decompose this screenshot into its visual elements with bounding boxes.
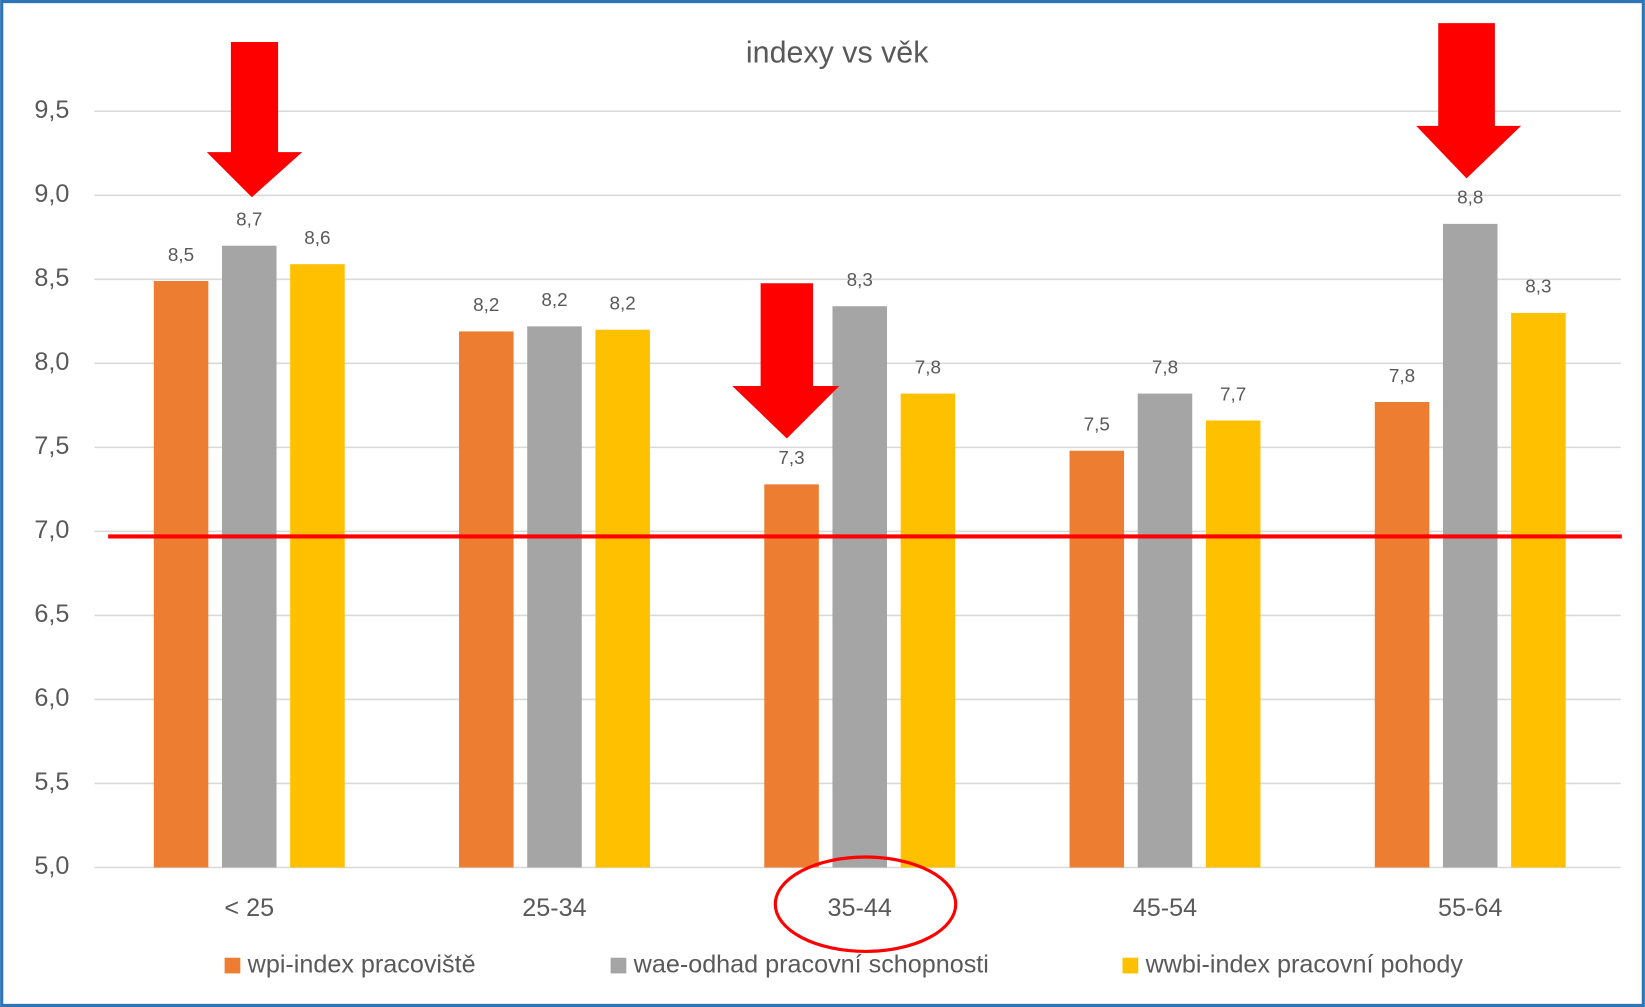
data-label: 8,3 [1525,277,1551,298]
y-tick-label: 5,5 [34,768,69,796]
data-label: 8,2 [473,295,499,316]
data-label: 8,3 [847,270,873,291]
bar [290,264,345,868]
data-label: 7,8 [1152,357,1178,378]
bar [1137,393,1193,868]
y-tick-label: 6,5 [34,600,69,628]
highlight-circle [773,855,958,953]
bars: < 25 8,5 8,7 8,6 25-34 8,2 8,2 8,2 35-44 7,3 8,3 7,… [153,188,1566,979]
legend-label: wwbi-index pracovní pohody [1145,951,1464,979]
bar [1205,420,1261,868]
y-tick-label: 8,5 [34,264,69,292]
data-label: 7,7 [1220,384,1246,405]
y-tick-label: 9,5 [34,96,69,124]
arrows [206,23,1522,439]
bar [459,331,514,868]
bar [595,329,650,868]
bar [1511,312,1566,868]
x-tick-label: 45-54 [1133,894,1197,922]
bar [832,306,888,868]
y-tick-label: 6,0 [34,684,69,712]
arrow [1416,23,1522,179]
data-label: 7,8 [915,357,941,378]
data-label: 8,6 [304,228,330,249]
bar [527,326,582,868]
grid: 5,0 5,5 6,0 6,5 7,0 7,5 8,0 8,5 9,0 9,5 [34,96,1621,880]
chart-title: indexy vs věk [746,36,929,70]
legend-swatch [224,957,241,974]
bar [1374,401,1430,868]
legend-swatch [610,957,627,974]
y-tick-label: 5,0 [34,852,69,880]
data-label: 7,8 [1389,366,1415,387]
data-label: 8,2 [610,294,636,315]
bar [764,484,819,868]
y-tick-label: 7,0 [34,516,69,544]
legend-swatch [1122,957,1139,974]
y-tick-label: 9,0 [34,180,69,208]
bar [900,393,956,868]
data-label: 7,3 [778,448,804,469]
bar [221,245,277,868]
data-label: 8,8 [1457,188,1483,209]
data-label: 8,2 [541,290,567,311]
arrow [206,41,303,198]
data-label: 8,7 [236,210,262,231]
y-tick-label: 8,0 [34,348,69,376]
bar [153,281,209,868]
x-tick-label: 55-64 [1438,894,1502,922]
bar [1069,450,1125,868]
y-tick-label: 7,5 [34,432,69,460]
legend-label: wae-odhad pracovní schopnosti [633,951,989,979]
x-tick-label: 35-44 [828,894,892,922]
x-tick-label: < 25 [224,894,274,922]
data-label: 8,5 [168,245,194,266]
legend-label: wpi-index pracoviště [247,951,476,979]
x-tick-label: 25-34 [522,894,586,922]
arrow [732,283,840,439]
data-label: 7,5 [1084,415,1110,436]
bar [1442,223,1498,868]
